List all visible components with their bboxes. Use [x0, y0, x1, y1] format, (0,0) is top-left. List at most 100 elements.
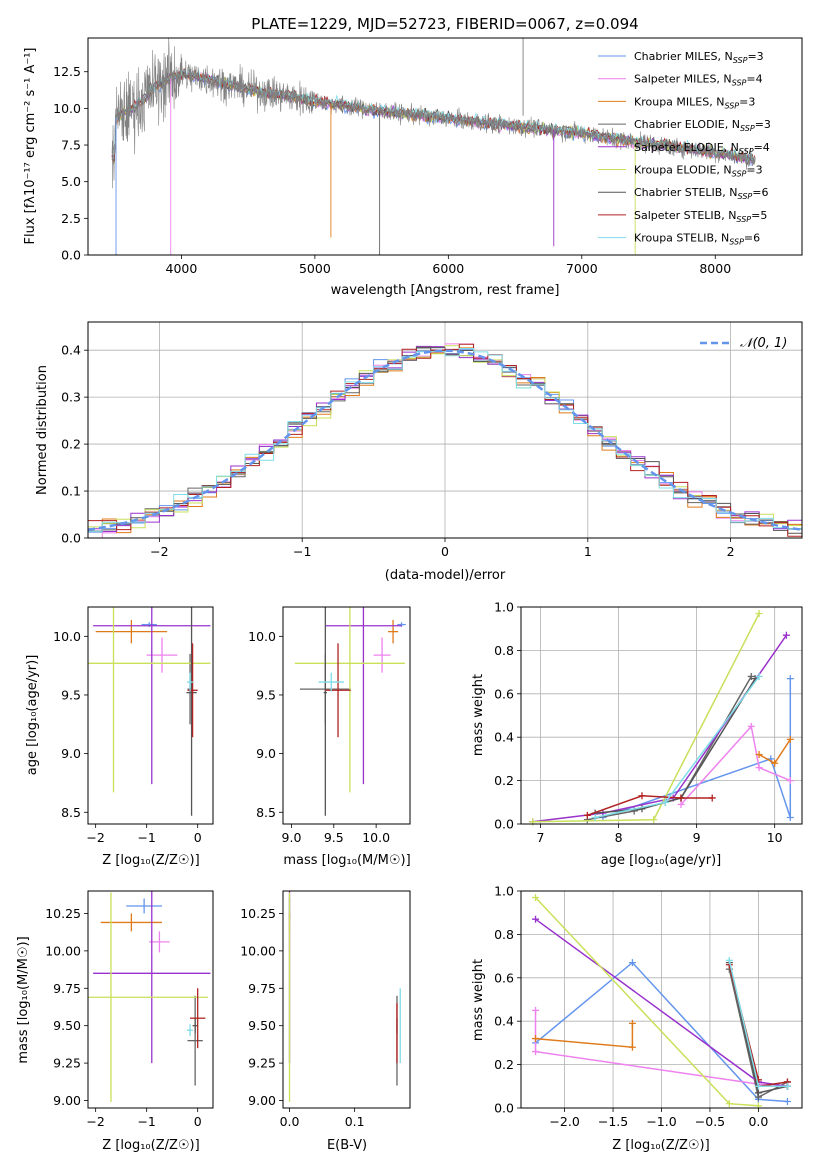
weight-vs-Z-marker — [754, 1082, 762, 1090]
panel-weight-vs-Z: −2.0 −1.5 −1.0 −0.5 0.0 0.0 0.2 0.4 0.6 0.8 1.0 Z … — [471, 884, 803, 1153]
mass-vs-Z-xtick-label: −1 — [137, 1114, 155, 1129]
weight-vs-Z-ytick-label: 0.4 — [494, 1014, 514, 1029]
mass-vs-ebv-xtick-label: 0.1 — [345, 1114, 365, 1129]
residual-xtick-label: 0 — [441, 544, 449, 559]
age-vs-Z-plot-area — [88, 607, 211, 816]
residual-histogram-7 — [88, 343, 802, 537]
mass-vs-ebv-ticks: 0.0 0.1 9.00 9.25 9.50 9.75 10.00 10.25 — [240, 906, 364, 1129]
mass-vs-Z-ytick-label: 9.75 — [53, 981, 81, 996]
weight-vs-Z-xlabel: Z [log₁₀(Z/Z☉)] — [612, 1138, 709, 1153]
age-vs-Z-xtick-label: −2 — [86, 830, 104, 845]
mass-vs-Z-xtick-label: −2 — [86, 1114, 104, 1129]
weight-vs-age-plot-area — [521, 606, 802, 826]
weight-vs-age-frame — [520, 606, 803, 825]
spectrum-xtick-label: 7000 — [566, 261, 598, 276]
weight-vs-age-xtick-label: 10 — [767, 830, 783, 845]
mass-vs-ebv-xtick-label: 0.0 — [280, 1114, 300, 1129]
age-vs-Z-ytick-label: 9.5 — [61, 687, 81, 702]
residual-ytick-label: 0.0 — [61, 531, 81, 546]
mass-vs-Z-ylabel: mass [log₁₀(M/M☉)] — [16, 936, 31, 1063]
residual-plot-area — [87, 322, 803, 539]
weight-vs-age-ytick-label: 0.0 — [494, 817, 514, 832]
residual-ticks: −2 −1 0 1 2 0.0 0.1 0.2 0.3 0.4 — [61, 343, 734, 559]
age-vs-Z-xtick-label: −1 — [137, 830, 155, 845]
age-vs-Z-xlabel: Z [log₁₀(Z/Z☉)] — [102, 853, 199, 868]
weight-vs-Z-xtick-label: −0.5 — [695, 1114, 725, 1129]
age-vs-mass-ytick-label: 9.5 — [256, 687, 276, 702]
legend-label-6: Chabrier STELIB, NSSP=6 — [634, 186, 768, 201]
weight-vs-age-marker — [755, 751, 763, 759]
spectrum-xtick-label: 5000 — [299, 261, 331, 276]
weight-vs-Z-marker — [628, 1043, 636, 1051]
weight-vs-age-marker — [638, 792, 646, 800]
weight-vs-age-ytick-label: 1.0 — [494, 600, 514, 615]
mass-vs-ebv-ytick-label: 10.00 — [240, 943, 276, 958]
weight-vs-age-series-5 — [532, 613, 760, 823]
weight-vs-age-marker — [708, 794, 716, 802]
mass-vs-Z-ytick-label: 10.25 — [45, 906, 81, 921]
weight-vs-age-marker — [747, 672, 755, 680]
weight-vs-age-marker — [786, 735, 794, 743]
age-vs-Z-ytick-label: 10.0 — [53, 629, 81, 644]
weight-vs-Z-marker — [532, 1006, 540, 1014]
weight-vs-age-marker — [583, 811, 591, 819]
residual-xtick-label: 1 — [584, 544, 592, 559]
weight-vs-age-marker — [786, 675, 794, 683]
spectrum-ytick-label: 0.0 — [61, 248, 81, 263]
panel-residuals: −2 −1 0 1 2 0.0 0.1 0.2 0.3 0.4 (data-model)/erro… — [35, 321, 803, 583]
panel-mass-vs-Z: −2 −1 0 9.00 9.25 9.50 9.75 10.00 10.25 Z [log₁₀… — [16, 890, 214, 1153]
weight-vs-age-series-7 — [587, 795, 713, 817]
residual-histogram-8 — [88, 347, 802, 532]
residual-ytick-label: 0.3 — [61, 390, 81, 405]
weight-vs-Z-xtick-label: −1.0 — [646, 1114, 676, 1129]
weight-vs-Z-series-2 — [535, 1023, 634, 1049]
panel-spectrum: PLATE=1229, MJD=52723, FIBERID=0067, z=0… — [23, 15, 803, 298]
mass-vs-ebv-ytick-label: 9.25 — [248, 1056, 276, 1071]
weight-vs-Z-ytick-label: 1.0 — [494, 884, 514, 899]
panel-mass-vs-ebv: 0.0 0.1 9.00 9.25 9.50 9.75 10.00 10.25 E(B-V) — [240, 890, 411, 1153]
residual-ytick-label: 0.2 — [61, 437, 81, 452]
age-vs-Z-ytick-label: 8.5 — [61, 805, 81, 820]
spectrum-ticks: 4000 5000 6000 7000 8000 0.0 2.5 5.0 7.5 10.0 12.5 — [53, 64, 731, 276]
spectrum-ytick-label: 12.5 — [53, 64, 81, 79]
residual-xtick-label: −2 — [150, 544, 168, 559]
weight-vs-Z-series-5 — [534, 896, 759, 1107]
panel-age-vs-mass: 9.0 9.5 10.0 8.5 9.0 9.5 10.0 mass [log₁₀(M/M☉… — [248, 606, 411, 868]
mass-vs-Z-ytick-label: 9.00 — [53, 1093, 81, 1108]
mass-vs-Z-plot-area — [88, 891, 211, 1103]
weight-vs-age-series-1 — [680, 724, 791, 806]
weight-vs-age-marker — [650, 816, 658, 824]
age-vs-mass-ytick-label: 10.0 — [248, 629, 276, 644]
weight-vs-age-marker — [755, 672, 763, 680]
legend-label-2: Kroupa MILES, NSSP=3 — [634, 95, 755, 110]
age-vs-Z-ticks: −2 −1 0 8.5 9.0 9.5 10.0 — [53, 629, 202, 845]
weight-vs-Z-xtick-label: 0.0 — [748, 1114, 768, 1129]
legend-label-5: Kroupa ELODIE, NSSP=3 — [634, 164, 763, 179]
age-vs-mass-frame — [282, 606, 411, 825]
panel-weight-vs-age: 7 8 9 10 0.0 0.2 0.4 0.6 0.8 1.0 age [log₁₀(age/y… — [471, 600, 803, 868]
weight-vs-Z-marker — [754, 1089, 762, 1097]
weight-vs-Z-series-1 — [534, 1010, 788, 1088]
weight-vs-Z-xtick-label: −1.5 — [598, 1114, 628, 1129]
weight-vs-age-xtick-label: 8 — [615, 830, 623, 845]
mass-vs-Z-xtick-label: 0 — [194, 1114, 202, 1129]
age-vs-Z-frame — [87, 606, 214, 825]
weight-vs-age-marker — [591, 813, 599, 821]
weight-vs-Z-marker — [725, 1100, 733, 1108]
normal-legend-label: 𝒩(0, 1) — [740, 336, 787, 351]
weight-vs-Z-ytick-label: 0.6 — [494, 970, 514, 985]
age-vs-Z-xtick-label: 0 — [194, 830, 202, 845]
weight-vs-age-marker — [677, 800, 685, 808]
legend-label-7: Salpeter STELIB, NSSP=5 — [634, 209, 767, 224]
mass-vs-ebv-plot-area — [288, 891, 401, 1103]
age-vs-mass-xtick-label: 9.0 — [282, 830, 302, 845]
mass-vs-Z-ytick-label: 9.50 — [53, 1018, 81, 1033]
weight-vs-age-marker — [638, 805, 646, 813]
weight-vs-age-ytick-label: 0.6 — [494, 686, 514, 701]
weight-vs-Z-marker — [532, 894, 540, 902]
age-vs-mass-ytick-label: 9.0 — [256, 746, 276, 761]
weight-vs-Z-ytick-label: 0.0 — [494, 1101, 514, 1116]
weight-vs-age-marker — [782, 631, 790, 639]
mass-vs-Z-frame — [87, 890, 214, 1109]
